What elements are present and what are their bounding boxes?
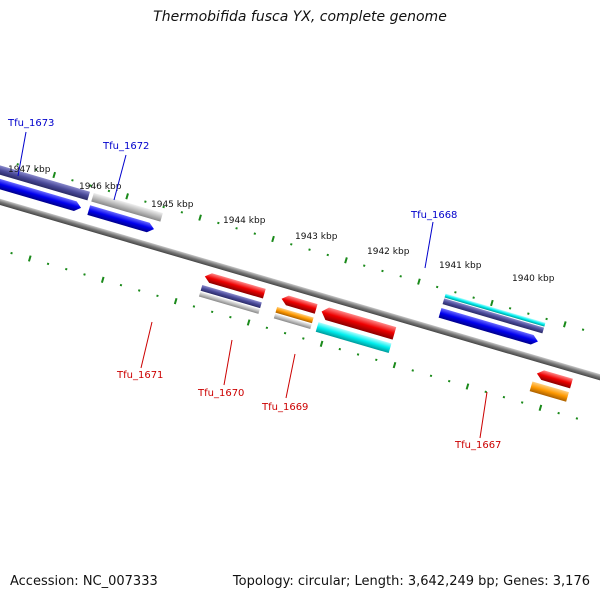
tfu-1671-gene-bar-2[interactable] <box>198 291 260 314</box>
gene-label-tfu-1668[interactable]: Tfu_1668 <box>410 210 457 221</box>
tfu-1668-feature-cyan[interactable] <box>444 293 546 327</box>
kbp-label: 1944 kbp <box>223 216 266 226</box>
kbp-label: 1942 kbp <box>367 247 410 257</box>
gene-label-tfu-1671[interactable]: Tfu_1671 <box>116 370 163 381</box>
genome-backbone <box>0 147 600 434</box>
kbp-label: 1941 kbp <box>439 261 482 271</box>
gene-label-tfu-1667[interactable]: Tfu_1667 <box>454 440 501 451</box>
tfu-1667-leader-line <box>479 391 488 439</box>
tfu-1667-cds-arrow[interactable] <box>536 369 573 389</box>
reverse-tick-row <box>10 251 579 420</box>
forward-tick-row <box>16 163 585 331</box>
tfu-1670-gene-bar-2[interactable] <box>273 313 312 330</box>
gene-label-tfu-1673[interactable]: Tfu_1673 <box>7 118 54 129</box>
tfu-1668-gene-bar[interactable] <box>442 298 545 334</box>
map-title: Thermobifida fusca YX, complete genome <box>153 9 447 25</box>
tfu-1673-gene-bar[interactable] <box>0 158 90 201</box>
kbp-label: 1947 kbp <box>8 165 51 175</box>
gene-label-tfu-1669[interactable]: Tfu_1669 <box>261 402 308 413</box>
tfu-1672-leader-line <box>113 154 127 201</box>
tfu-1670-cds-arrow[interactable] <box>280 294 318 314</box>
kbp-label: 1946 kbp <box>79 182 122 192</box>
kbp-label: 1943 kbp <box>295 232 338 242</box>
tfu-1669-leader-line <box>285 353 296 399</box>
kbp-label: 1940 kbp <box>512 274 555 284</box>
tfu-1673-leader-line <box>17 131 27 177</box>
tfu-1669-gene-bar[interactable] <box>315 322 392 354</box>
tfu-1670-leader-line <box>223 339 233 386</box>
tfu-1672-cds-arrow[interactable] <box>87 205 155 234</box>
tfu-1669-cds-arrow[interactable] <box>320 306 397 340</box>
tfu-1672-gene-bar[interactable] <box>91 192 163 222</box>
tfu-1673-cds-arrow[interactable] <box>0 171 82 213</box>
gene-label-tfu-1670[interactable]: Tfu_1670 <box>197 388 244 399</box>
tfu-1668-leader-line <box>424 221 434 269</box>
tfu-1671-cds-arrow[interactable] <box>203 272 266 299</box>
tfu-1670-gene-bar[interactable] <box>275 306 314 324</box>
tfu-1671-gene-bar[interactable] <box>200 284 262 309</box>
genome-summary-text: Topology: circular; Length: 3,642,249 bp… <box>232 574 590 589</box>
tfu-1671-leader-line <box>140 321 153 369</box>
tfu-1667-gene-bar[interactable] <box>529 381 569 402</box>
accession-text: Accession: NC_007333 <box>10 574 158 589</box>
gene-label-tfu-1672[interactable]: Tfu_1672 <box>102 141 149 152</box>
kbp-label: 1945 kbp <box>151 200 194 210</box>
tfu-1668-cds-arrow[interactable] <box>438 308 540 346</box>
